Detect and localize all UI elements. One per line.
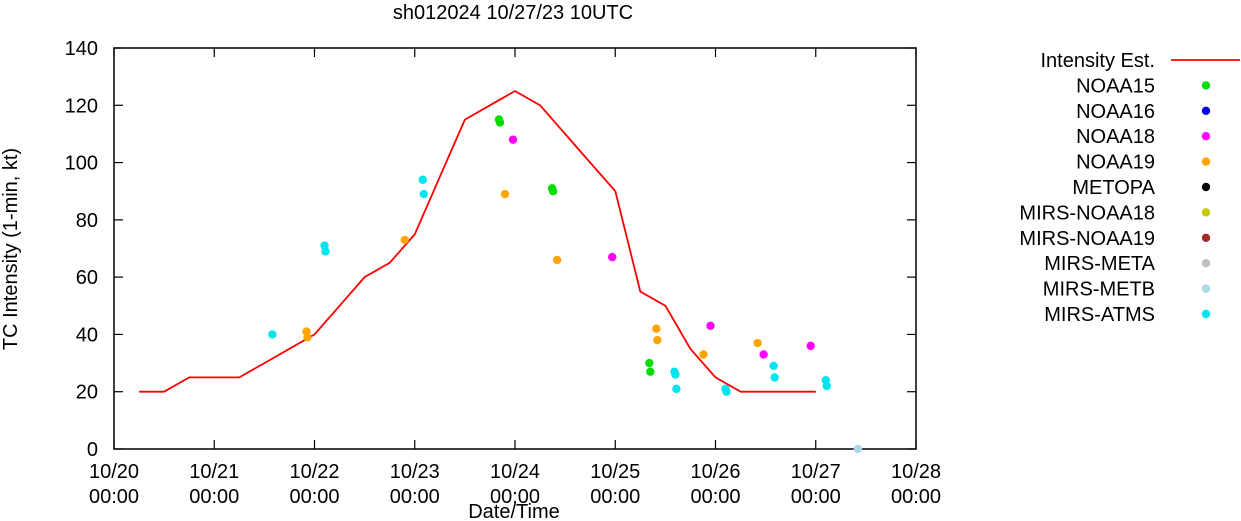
x-tick-label-date: 10/24 <box>490 461 540 483</box>
legend-swatch-mirs-meta <box>1201 259 1211 268</box>
series-line-intensity-est <box>139 89 816 393</box>
x-tick-label-date: 10/28 <box>891 461 941 483</box>
legend-label-noaa15: NOAA15 <box>1076 75 1155 97</box>
legend-swatch-noaa18 <box>1201 132 1211 141</box>
data-point-noaa18 <box>508 135 518 144</box>
data-point-noaa19 <box>753 338 762 348</box>
data-point-mirs-atms <box>321 247 330 256</box>
data-point-noaa19 <box>400 235 409 245</box>
data-point-noaa15 <box>645 358 654 368</box>
data-point-mirs-atms <box>672 384 681 394</box>
legend-swatch-mirs-noaa19 <box>1201 233 1211 242</box>
legend-label-mirs-meta: MIRS-META <box>1044 253 1155 275</box>
y-tick-label: 60 <box>76 267 98 289</box>
data-point-noaa18 <box>706 321 715 331</box>
y-tick-label: 0 <box>87 439 98 461</box>
legend-label-mirs-metb: MIRS-METB <box>1043 279 1155 301</box>
y-tick-label: 120 <box>65 95 98 117</box>
data-point-noaa19 <box>303 333 312 342</box>
x-tick-label-date: 10/20 <box>89 461 139 483</box>
x-tick-label-date: 10/25 <box>590 461 640 483</box>
y-tick-label: 20 <box>76 382 98 404</box>
legend-label-noaa19: NOAA19 <box>1076 152 1155 174</box>
legend-label-metopa: METOPA <box>1072 177 1155 199</box>
x-tick-label-time: 00:00 <box>490 486 540 508</box>
y-tick-label: 40 <box>76 324 98 346</box>
data-point-mirs-atms <box>418 175 427 184</box>
data-point-mirs-atms <box>822 381 831 391</box>
data-point-mirs-atms <box>268 330 277 339</box>
legend-swatch-mirs-noaa18 <box>1201 208 1211 217</box>
legend-label-noaa16: NOAA16 <box>1076 101 1155 123</box>
plot-series <box>139 89 863 454</box>
y-tick-label: 80 <box>76 210 98 232</box>
axes <box>113 47 917 450</box>
plot-frame <box>113 47 917 450</box>
x-tick-label-time: 00:00 <box>791 486 841 508</box>
x-axis-ticks: 10/20 00:00 10/21 00:00 10/22 00:00 10/23 00:00… <box>89 48 941 508</box>
data-point-noaa18 <box>806 341 815 351</box>
data-point-mirs-atms <box>671 370 680 379</box>
data-point-noaa15 <box>646 367 655 376</box>
legend: Intensity Est. NOAA15 NOAA16 NOAA18 NOAA19 ME… <box>1019 50 1240 326</box>
chart-title: sh012024 10/27/23 10UTC <box>393 2 633 24</box>
x-tick-label-date: 10/21 <box>189 461 239 483</box>
data-point-mirs-metb <box>853 444 863 454</box>
legend-label-mirs-noaa18: MIRS-NOAA18 <box>1019 202 1155 224</box>
x-tick-label-time: 00:00 <box>390 486 440 508</box>
data-point-noaa18 <box>759 350 768 359</box>
x-tick-label-time: 00:00 <box>690 486 740 508</box>
data-point-mirs-atms <box>722 387 731 396</box>
legend-swatch-noaa19 <box>1201 157 1211 166</box>
x-tick-label-date: 10/27 <box>791 461 841 483</box>
legend-label-mirs-atms: MIRS-ATMS <box>1044 304 1155 326</box>
data-point-noaa15 <box>495 118 505 127</box>
legend-swatch-noaa15 <box>1201 81 1211 90</box>
legend-swatch-noaa16 <box>1201 106 1211 116</box>
legend-swatch-mirs-metb <box>1201 284 1211 293</box>
x-tick-label-time: 00:00 <box>189 486 239 508</box>
data-point-noaa19 <box>699 350 708 359</box>
y-tick-label: 140 <box>65 38 98 60</box>
data-point-mirs-atms <box>419 189 428 199</box>
x-tick-label-time: 00:00 <box>590 486 640 508</box>
data-point-mirs-atms <box>769 361 778 371</box>
x-tick-label-time: 00:00 <box>289 486 339 508</box>
data-point-mirs-atms <box>770 373 779 382</box>
x-tick-label-time: 00:00 <box>891 486 941 508</box>
y-axis-title: TC Intensity (1-min, kt) <box>0 148 22 350</box>
data-point-noaa19 <box>652 324 661 333</box>
legend-label-intensity-est: Intensity Est. <box>1041 50 1156 72</box>
data-point-noaa19 <box>500 189 510 199</box>
legend-label-mirs-noaa19: MIRS-NOAA19 <box>1019 228 1155 250</box>
x-tick-label-time: 00:00 <box>89 486 139 508</box>
x-tick-label-date: 10/22 <box>289 461 339 483</box>
data-point-noaa19 <box>653 335 662 345</box>
x-tick-label-date: 10/23 <box>390 461 440 483</box>
data-point-noaa19 <box>552 255 562 265</box>
x-tick-label-date: 10/26 <box>690 461 740 483</box>
x-axis-title: Date/Time <box>468 501 560 521</box>
legend-swatch-metopa <box>1201 182 1211 192</box>
data-point-noaa18 <box>608 252 617 262</box>
y-tick-label: 100 <box>65 153 98 175</box>
legend-swatch-mirs-atms <box>1201 309 1211 319</box>
legend-label-noaa18: NOAA18 <box>1076 126 1155 148</box>
y-axis-ticks: 0 20 40 60 80 100 120 140 <box>65 38 916 461</box>
data-point-noaa15 <box>548 187 558 196</box>
